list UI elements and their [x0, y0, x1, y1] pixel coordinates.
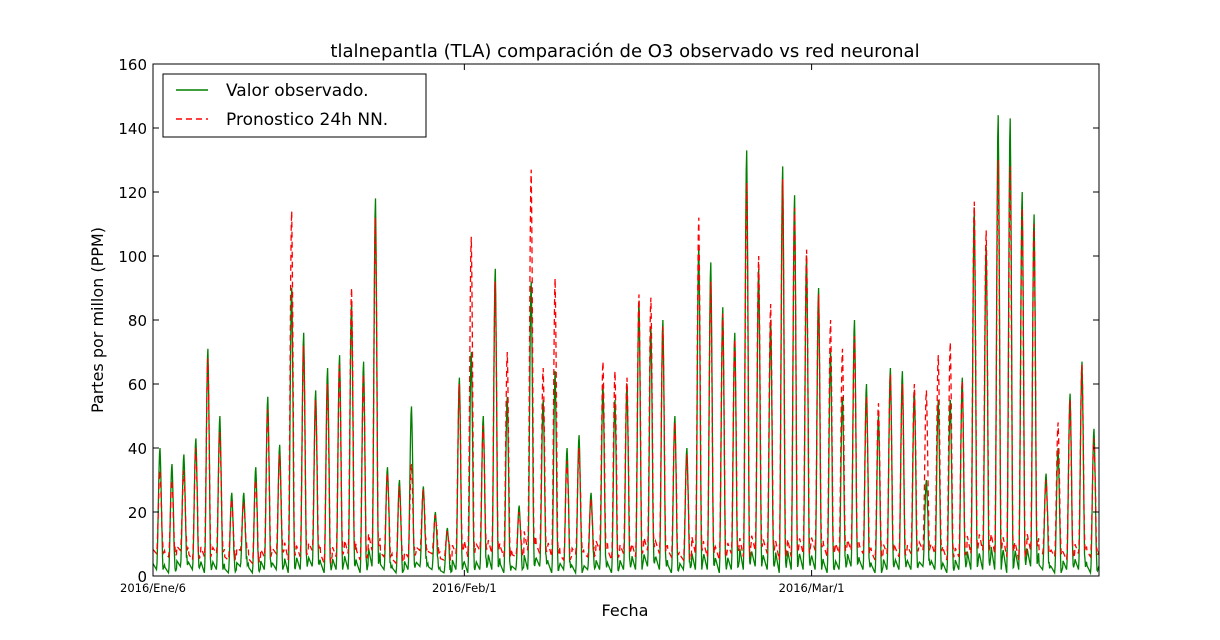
- legend: Valor observado. Pronostico 24h NN.: [162, 73, 427, 138]
- x-tick-label: 2016/Feb/1: [432, 581, 497, 595]
- y-tick-label: 40: [128, 440, 147, 458]
- y-tick-label: 120: [118, 184, 147, 202]
- ticks-layer: 0 20 40 60 80 100 120 140 160 2016/Ene/6 2016/Feb/…: [118, 56, 1099, 595]
- y-tick-label: 160: [118, 56, 147, 74]
- chart-title: tlalnepantla (TLA) comparación de O3 obs…: [330, 41, 919, 62]
- y-tick-label: 20: [128, 504, 147, 522]
- y-tick-label: 60: [128, 376, 147, 394]
- series-line-1: [152, 159, 1100, 565]
- legend-box: [162, 73, 427, 138]
- legend-observed-label: Valor observado.: [226, 81, 369, 101]
- y-tick-label: 100: [118, 248, 147, 266]
- y-tick-label: 0: [137, 568, 147, 586]
- x-tick-label: 2016/Ene/6: [120, 581, 186, 595]
- plot-frame: [152, 63, 1100, 577]
- legend-forecast-label: Pronostico 24h NN.: [226, 110, 388, 130]
- series-layer: [152, 115, 1100, 576]
- y-tick-label: 80: [128, 312, 147, 330]
- x-axis-label: Fecha: [602, 601, 649, 620]
- y-axis-label: Partes por millon (PPM): [88, 227, 107, 413]
- y-tick-label: 140: [118, 120, 147, 138]
- x-tick-label: 2016/Mar/1: [779, 581, 845, 595]
